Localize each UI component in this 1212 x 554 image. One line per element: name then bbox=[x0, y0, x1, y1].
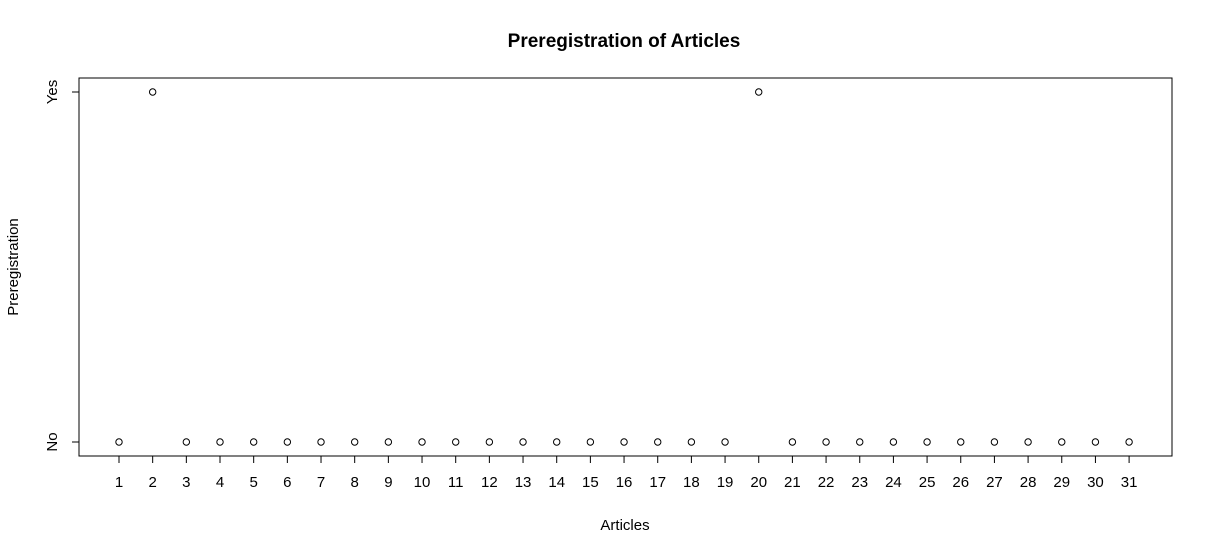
chart-title: Preregistration of Articles bbox=[508, 31, 741, 52]
data-point bbox=[1024, 438, 1032, 446]
x-axis: 1 2 3 4 5 6 7 8 9 10 11 12 13 14 15 16 17 18 19 20 21 22 23 24 2… bbox=[115, 455, 1138, 491]
data-point bbox=[586, 438, 595, 446]
x-tick-label: 3 bbox=[182, 474, 190, 491]
x-tick-label: 7 bbox=[317, 474, 325, 491]
data-point bbox=[1125, 438, 1133, 446]
y-axis: No Yes bbox=[44, 80, 80, 452]
data-point bbox=[350, 438, 359, 446]
x-tick-label: 6 bbox=[283, 474, 291, 491]
x-tick-label: 15 bbox=[582, 474, 599, 491]
x-tick-label: 4 bbox=[216, 474, 224, 491]
x-tick-label: 16 bbox=[616, 474, 633, 491]
data-point bbox=[115, 438, 123, 446]
x-tick-label: 5 bbox=[250, 474, 258, 491]
data-point bbox=[418, 438, 426, 446]
x-tick-label: 10 bbox=[414, 474, 431, 491]
data-point bbox=[788, 438, 797, 446]
y-axis-label: Preregistration bbox=[5, 218, 22, 316]
data-point bbox=[553, 438, 561, 446]
data-point bbox=[923, 438, 931, 446]
data-point bbox=[1091, 438, 1100, 446]
x-tick-label: 28 bbox=[1020, 474, 1037, 491]
data-point bbox=[990, 438, 999, 446]
data-point bbox=[519, 438, 527, 446]
x-tick-label: 2 bbox=[148, 474, 156, 491]
data-point bbox=[1058, 438, 1066, 446]
x-tick-label: 19 bbox=[717, 474, 734, 491]
data-point bbox=[856, 438, 864, 446]
x-tick-label: 22 bbox=[818, 474, 835, 491]
x-tick-label: 12 bbox=[481, 474, 498, 491]
x-tick-label: 1 bbox=[115, 474, 123, 491]
data-point bbox=[654, 438, 662, 446]
data-point bbox=[957, 438, 965, 446]
x-tick-label: 20 bbox=[750, 474, 767, 491]
x-tick-label: 14 bbox=[548, 474, 565, 491]
data-point bbox=[755, 88, 763, 96]
data-point bbox=[283, 438, 292, 446]
x-tick-label: 17 bbox=[649, 474, 666, 491]
y-tick-label: Yes bbox=[44, 80, 61, 104]
data-point bbox=[620, 438, 628, 446]
x-tick-label: 9 bbox=[384, 474, 392, 491]
y-tick-label: No bbox=[44, 432, 61, 451]
data-point bbox=[822, 438, 830, 446]
data-point bbox=[721, 438, 729, 446]
x-tick-label: 27 bbox=[986, 474, 1003, 491]
x-tick-label: 21 bbox=[784, 474, 801, 491]
x-tick-label: 8 bbox=[351, 474, 359, 491]
x-tick-label: 11 bbox=[448, 474, 464, 491]
data-point bbox=[384, 438, 393, 446]
x-tick-label: 23 bbox=[851, 474, 868, 491]
data-point bbox=[452, 438, 460, 446]
x-tick-label: 25 bbox=[919, 474, 936, 491]
data-point bbox=[485, 438, 494, 446]
data-point bbox=[889, 438, 898, 446]
x-tick-label: 29 bbox=[1053, 474, 1070, 491]
x-tick-label: 24 bbox=[885, 474, 902, 491]
x-tick-label: 31 bbox=[1121, 474, 1138, 491]
x-tick-label: 13 bbox=[515, 474, 532, 491]
data-point bbox=[148, 88, 157, 96]
data-point bbox=[249, 438, 258, 446]
x-axis-label: Articles bbox=[600, 517, 649, 534]
data-points bbox=[115, 88, 1133, 446]
x-tick-label: 26 bbox=[952, 474, 969, 491]
x-tick-label: 30 bbox=[1087, 474, 1104, 491]
data-point bbox=[182, 438, 191, 446]
data-point bbox=[216, 438, 224, 446]
x-tick-label: 18 bbox=[683, 474, 700, 491]
plot-frame bbox=[78, 77, 1173, 457]
data-point bbox=[687, 438, 696, 446]
data-point bbox=[317, 438, 325, 446]
